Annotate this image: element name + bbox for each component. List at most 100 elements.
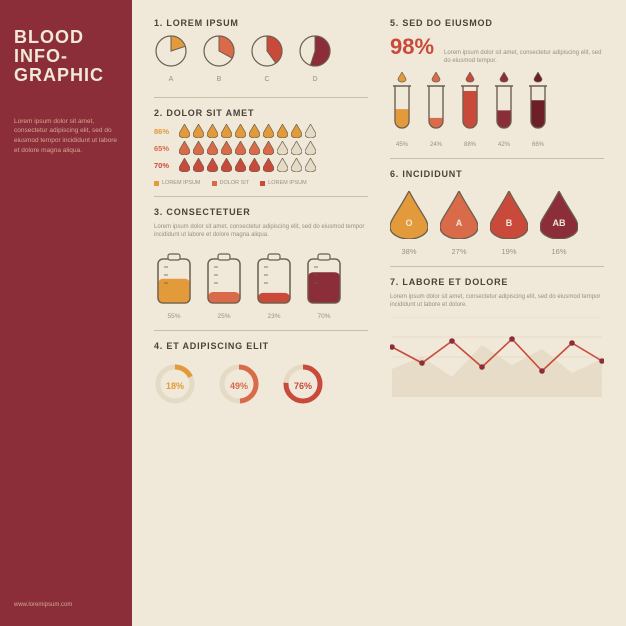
section-7-title: 7. LABORE ET DOLORE xyxy=(390,277,604,287)
section-3-title: 3. CONSECTETUER xyxy=(154,207,368,217)
drop-icon xyxy=(291,124,302,138)
bag-item: 70% xyxy=(304,253,344,320)
legend-label: LOREM IPSUM xyxy=(268,180,307,186)
blood-bags: 55% 25% 23% xyxy=(154,253,368,320)
pie-label: D xyxy=(298,76,332,83)
donut-item: 76% xyxy=(282,363,324,410)
drop-icon xyxy=(263,141,274,155)
drop-icon xyxy=(305,141,316,155)
blood-type-pct: 38% xyxy=(390,247,428,256)
donut-item: 49% xyxy=(218,363,260,410)
pie-icon xyxy=(154,34,188,68)
drop-icon xyxy=(207,158,218,172)
drop-row: 70% xyxy=(154,158,368,172)
blood-type-pct: 19% xyxy=(490,247,528,256)
pie-label: C xyxy=(250,76,284,83)
pie-label: B xyxy=(202,76,236,83)
pie-label: A xyxy=(154,76,188,83)
sidebar: BLOOD INFO- GRAPHIC Lorem ipsum dolor si… xyxy=(0,0,132,626)
drop-icon xyxy=(193,124,204,138)
drop-icon xyxy=(249,124,260,138)
pie-item: A xyxy=(154,34,188,83)
drop-icon xyxy=(221,124,232,138)
drop-icon xyxy=(305,124,316,138)
section-1-title: 1. LOREM IPSUM xyxy=(154,18,368,28)
divider xyxy=(390,266,604,267)
tube-pct: 42% xyxy=(492,142,516,148)
blood-drop-icon: B xyxy=(490,191,528,239)
legend: LOREM IPSUM DOLOR SIT LOREM IPSUM xyxy=(154,180,368,186)
svg-text:AB: AB xyxy=(553,218,566,228)
drop-icon xyxy=(179,141,190,155)
right-column: 5. SED DO EIUSMOD 98% Lorem ipsum dolor … xyxy=(390,18,604,608)
drop-rows: 86% 65% 70% xyxy=(154,124,368,175)
donut-item: 18% xyxy=(154,363,196,410)
blood-bag-icon xyxy=(154,253,194,305)
drop-icon xyxy=(207,124,218,138)
legend-item: LOREM IPSUM xyxy=(154,180,201,186)
drop-row: 86% xyxy=(154,124,368,138)
website-url: www.loremipsum.com xyxy=(14,602,72,608)
main-content: 1. LOREM IPSUM A B C D xyxy=(132,0,626,626)
pie-icon xyxy=(202,34,236,68)
drop-icon xyxy=(291,141,302,155)
drop-icon xyxy=(207,141,218,155)
drop-icon xyxy=(263,124,274,138)
drop-icon xyxy=(221,158,232,172)
drop-icon xyxy=(179,158,190,172)
title-line: GRAPHIC xyxy=(14,65,104,85)
tubes-header: 98% Lorem ipsum dolor sit amet, consecte… xyxy=(390,34,604,66)
blood-drop-icon: AB xyxy=(540,191,578,239)
drop-icon xyxy=(305,158,316,172)
bag-item: 25% xyxy=(204,253,244,320)
pie-item: D xyxy=(298,34,332,83)
blood-drop-icon: O xyxy=(390,191,428,239)
drop-icon xyxy=(221,141,232,155)
svg-text:A: A xyxy=(456,218,463,228)
tube-pct: 88% xyxy=(458,142,482,148)
section-7-body: Lorem ipsum dolor sit amet, consectetur … xyxy=(390,293,604,310)
bag-pct: 23% xyxy=(254,313,294,320)
test-tube-icon xyxy=(458,72,482,134)
drop-icon xyxy=(249,158,260,172)
sidebar-body: Lorem ipsum dolor sit amet, consectetur … xyxy=(14,117,118,156)
legend-item: LOREM IPSUM xyxy=(260,180,307,186)
drop-row-pct: 86% xyxy=(154,127,176,136)
legend-swatch xyxy=(212,181,217,186)
drop-icon xyxy=(193,158,204,172)
bag-pct: 70% xyxy=(304,313,344,320)
tube-item: 88% xyxy=(458,72,482,148)
drop-icon xyxy=(277,158,288,172)
svg-text:B: B xyxy=(506,218,513,228)
tube-item: 66% xyxy=(526,72,550,148)
blood-type-drops: O 38% A 27% B 19% AB 16% xyxy=(390,191,604,256)
main-title: BLOOD INFO- GRAPHIC xyxy=(14,28,118,85)
blood-bag-icon xyxy=(254,253,294,305)
drop-row-pct: 65% xyxy=(154,144,176,153)
drop-row-pct: 70% xyxy=(154,161,176,170)
title-line: BLOOD xyxy=(14,27,84,47)
pie-item: B xyxy=(202,34,236,83)
drop-icon xyxy=(277,124,288,138)
tube-item: 24% xyxy=(424,72,448,148)
big-percentage: 98% xyxy=(390,34,434,60)
drop-icon xyxy=(179,124,190,138)
test-tubes: 45% 24% 88% xyxy=(390,72,604,148)
drop-icon xyxy=(235,124,246,138)
donut-pct: 76% xyxy=(294,381,312,391)
section-3-body: Lorem ipsum dolor sit amet, consectetur … xyxy=(154,223,368,240)
drop-icon xyxy=(277,141,288,155)
drop-icon xyxy=(235,141,246,155)
donut-pct: 18% xyxy=(166,381,184,391)
pie-icon xyxy=(250,34,284,68)
legend-item: DOLOR SIT xyxy=(212,180,250,186)
divider xyxy=(390,158,604,159)
tube-item: 42% xyxy=(492,72,516,148)
blood-type-pct: 16% xyxy=(540,247,578,256)
blood-bag-icon xyxy=(204,253,244,305)
section-5-title: 5. SED DO EIUSMOD xyxy=(390,18,604,28)
blood-type-item: O 38% xyxy=(390,191,428,256)
drop-icon xyxy=(235,158,246,172)
legend-label: LOREM IPSUM xyxy=(162,180,201,186)
bag-pct: 55% xyxy=(154,313,194,320)
